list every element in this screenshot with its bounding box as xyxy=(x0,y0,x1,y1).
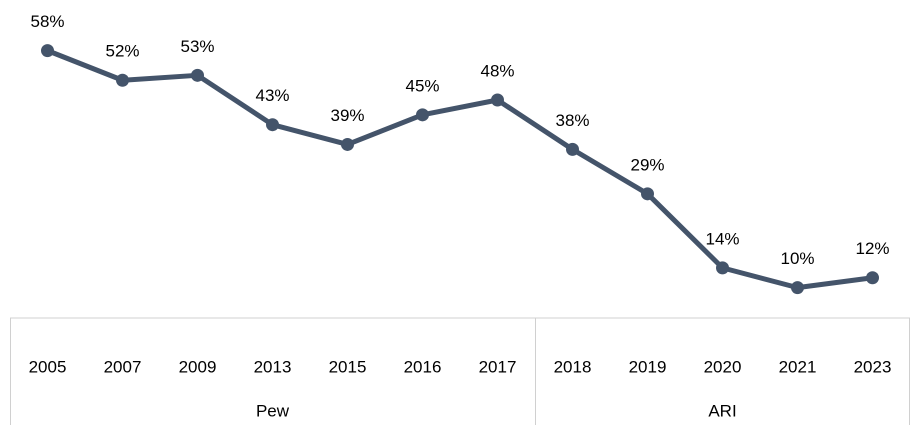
data-label: 14% xyxy=(705,229,739,248)
point xyxy=(866,271,879,285)
group-label: ARI xyxy=(708,401,736,420)
data-label: 45% xyxy=(405,76,439,95)
data-label: 12% xyxy=(855,239,889,258)
x-tick-label: 2020 xyxy=(704,357,742,376)
data-label: 48% xyxy=(480,61,514,80)
data-label: 58% xyxy=(30,12,64,31)
x-tick-label: 2017 xyxy=(479,357,517,376)
point xyxy=(716,261,729,275)
point xyxy=(791,281,804,295)
point xyxy=(41,44,54,58)
x-tick-label: 2021 xyxy=(779,357,817,376)
data-label: 29% xyxy=(630,155,664,174)
data-label: 39% xyxy=(330,106,364,125)
point xyxy=(641,187,654,201)
x-tick-label: 2016 xyxy=(404,357,442,376)
group-label: Pew xyxy=(256,401,290,420)
data-label: 43% xyxy=(255,86,289,105)
point xyxy=(416,108,429,122)
x-tick-label: 2009 xyxy=(179,357,217,376)
data-label: 52% xyxy=(105,42,139,61)
data-label: 10% xyxy=(780,249,814,268)
point xyxy=(266,118,279,132)
x-tick-label: 2023 xyxy=(854,357,892,376)
x-tick-label: 2019 xyxy=(629,357,667,376)
x-tick-label: 2013 xyxy=(254,357,292,376)
line xyxy=(46,48,873,291)
point xyxy=(116,73,129,87)
x-tick-label: 2005 xyxy=(29,357,67,376)
point xyxy=(566,142,579,156)
data-label: 53% xyxy=(180,37,214,56)
x-tick-label: 2015 xyxy=(329,357,367,376)
point xyxy=(191,68,204,82)
data-label: 38% xyxy=(555,111,589,130)
x-tick-label: 2007 xyxy=(104,357,142,376)
point xyxy=(491,93,504,107)
x-tick-label: 2018 xyxy=(554,357,592,376)
point xyxy=(341,137,354,151)
